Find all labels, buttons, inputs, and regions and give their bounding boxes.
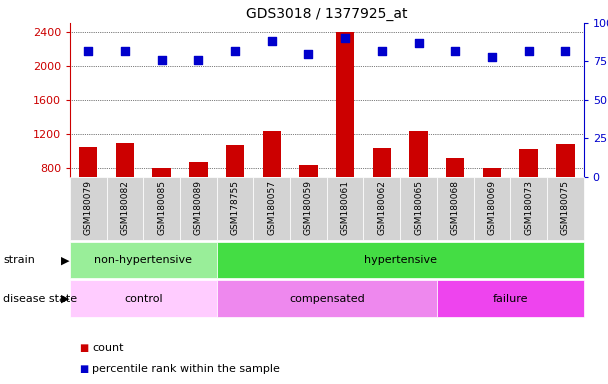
- Point: [303, 51, 313, 57]
- Point: [120, 48, 130, 54]
- Bar: [400, 177, 437, 240]
- Text: strain: strain: [3, 255, 35, 265]
- Point: [157, 57, 167, 63]
- Text: ▶: ▶: [61, 293, 70, 304]
- Bar: [327, 177, 364, 240]
- Text: GSM180073: GSM180073: [524, 180, 533, 235]
- Text: GSM180062: GSM180062: [378, 180, 386, 235]
- Bar: [556, 144, 575, 237]
- Text: disease state: disease state: [3, 293, 77, 304]
- Bar: [290, 177, 327, 240]
- Bar: [226, 145, 244, 237]
- Text: GSM180075: GSM180075: [561, 180, 570, 235]
- Bar: [189, 162, 207, 237]
- Bar: [437, 280, 584, 317]
- Text: GSM180057: GSM180057: [268, 180, 276, 235]
- Bar: [116, 142, 134, 237]
- Bar: [437, 177, 474, 240]
- Text: GSM180068: GSM180068: [451, 180, 460, 235]
- Point: [340, 35, 350, 41]
- Bar: [409, 131, 427, 237]
- Text: compensated: compensated: [289, 293, 365, 304]
- Text: percentile rank within the sample: percentile rank within the sample: [92, 364, 280, 374]
- Title: GDS3018 / 1377925_at: GDS3018 / 1377925_at: [246, 7, 407, 21]
- Point: [377, 48, 387, 54]
- Text: ■: ■: [79, 364, 88, 374]
- Bar: [70, 280, 216, 317]
- Text: non-hypertensive: non-hypertensive: [94, 255, 192, 265]
- Point: [83, 48, 93, 54]
- Point: [230, 48, 240, 54]
- Bar: [254, 177, 290, 240]
- Bar: [364, 177, 400, 240]
- Bar: [143, 177, 180, 240]
- Text: ▶: ▶: [61, 255, 70, 265]
- Point: [267, 38, 277, 45]
- Bar: [547, 177, 584, 240]
- Text: GSM180082: GSM180082: [120, 180, 130, 235]
- Text: GSM180069: GSM180069: [488, 180, 497, 235]
- Text: GSM178755: GSM178755: [230, 180, 240, 235]
- Text: GSM180089: GSM180089: [194, 180, 203, 235]
- Point: [193, 57, 203, 63]
- Bar: [79, 147, 97, 237]
- Text: count: count: [92, 343, 124, 353]
- Text: failure: failure: [492, 293, 528, 304]
- Bar: [299, 165, 317, 237]
- Point: [487, 54, 497, 60]
- Bar: [106, 177, 143, 240]
- Bar: [474, 177, 510, 240]
- Bar: [180, 177, 216, 240]
- Text: control: control: [124, 293, 162, 304]
- Bar: [483, 168, 501, 237]
- Bar: [373, 149, 391, 237]
- Text: ■: ■: [79, 343, 88, 353]
- Bar: [263, 131, 281, 237]
- Bar: [510, 177, 547, 240]
- Bar: [216, 280, 437, 317]
- Bar: [336, 32, 354, 237]
- Point: [413, 40, 423, 46]
- Text: GSM180085: GSM180085: [157, 180, 166, 235]
- Text: GSM180065: GSM180065: [414, 180, 423, 235]
- Text: GSM180079: GSM180079: [84, 180, 93, 235]
- Bar: [70, 177, 106, 240]
- Bar: [70, 242, 216, 278]
- Point: [451, 48, 460, 54]
- Bar: [446, 158, 465, 237]
- Point: [523, 48, 533, 54]
- Text: GSM180059: GSM180059: [304, 180, 313, 235]
- Bar: [216, 242, 584, 278]
- Text: GSM180061: GSM180061: [340, 180, 350, 235]
- Point: [561, 48, 570, 54]
- Text: hypertensive: hypertensive: [364, 255, 437, 265]
- Bar: [153, 168, 171, 237]
- Bar: [216, 177, 254, 240]
- Bar: [519, 149, 538, 237]
